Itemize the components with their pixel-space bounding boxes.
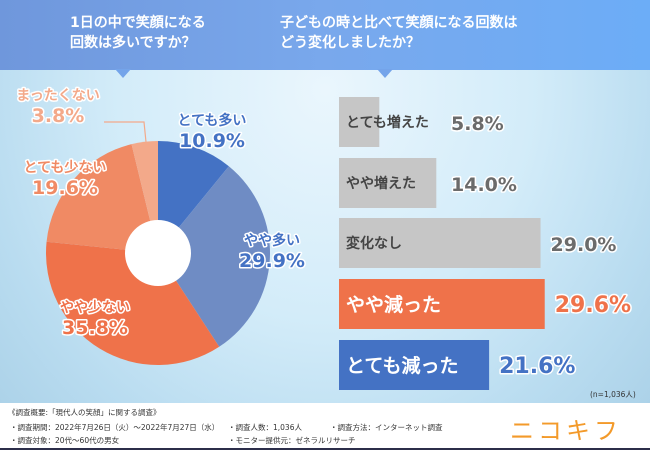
pie-value-label: 3.8% — [32, 105, 85, 127]
question-1-line: 回数は多いですか？ — [70, 35, 196, 51]
survey-method: ・調査方法：インターネット調査 — [330, 423, 443, 432]
bar-category-label: 変化なし — [346, 235, 402, 252]
pie-category-label: まったくない — [16, 88, 99, 104]
header-pointer — [115, 69, 131, 78]
pie-value-label: 19.6% — [32, 177, 98, 199]
bar-0 — [339, 97, 380, 147]
bar-category-label: とても増えた — [346, 114, 429, 131]
pie-slice-2 — [45, 241, 220, 366]
bar-3 — [339, 279, 545, 329]
pie-slice-3 — [46, 144, 158, 253]
logo: ニコキフ — [510, 417, 622, 445]
bar-value-label: 14.0% — [451, 174, 517, 196]
survey-provider: ・モニター提供元：ゼネラルリサーチ — [228, 436, 356, 445]
question-2: 子どもの時と比べて笑顔になる回数は どう変化しましたか？ — [280, 13, 517, 53]
survey-period: ・調査期間：2022年7月26日（火）～2022年7月27日（水） — [10, 423, 220, 432]
survey-title: 《調査概要:「現代人の笑顔」に関する調査》 — [8, 408, 161, 417]
bar-category-label: とても減った — [346, 354, 458, 377]
bar-category-label: やや減った — [346, 293, 441, 316]
bar-value-label: 21.6% — [499, 354, 575, 379]
bar-category-label: やや増えた — [346, 175, 416, 192]
pie-category-label: やや多い — [244, 232, 300, 249]
bar-4 — [339, 340, 490, 390]
pie-category-label: やや少ない — [60, 299, 130, 316]
pie-value-label: 29.9% — [239, 250, 305, 272]
bar-value-label: 5.8% — [451, 113, 504, 135]
bar-value-label: 29.6% — [555, 293, 631, 318]
pie-value-label: 35.8% — [62, 317, 128, 339]
pie-slice-1 — [158, 166, 270, 347]
pie-category-label: とても多い — [178, 112, 247, 129]
sample-size-note: (n=1,036人) — [590, 390, 636, 399]
survey-target: ・調査対象：20代～60代の男女 — [10, 436, 120, 445]
survey-count: ・調査人数：1,036人 — [228, 423, 302, 432]
pie-category-label: とても少ない — [24, 159, 107, 176]
bar-1 — [339, 158, 437, 208]
header-band — [0, 0, 650, 70]
question-2-line: 子どもの時と比べて笑顔になる回数は — [280, 15, 518, 31]
pie-slice-0 — [158, 141, 229, 253]
pie-value-label: 10.9% — [179, 130, 245, 152]
question-1-line: 1日の中で笑顔になる — [70, 15, 206, 31]
question-1: 1日の中で笑顔になる 回数は多いですか？ — [70, 13, 206, 53]
header-pointer — [377, 69, 393, 78]
bar-value-label: 29.0% — [551, 234, 617, 256]
donut-hole — [125, 220, 191, 286]
question-2-line: どう変化しましたか？ — [280, 35, 420, 51]
leader-line — [104, 121, 147, 143]
footer: 《調査概要:「現代人の笑顔」に関する調査》 ・調査期間：2022年7月26日（火… — [0, 403, 650, 450]
bar-2 — [339, 218, 541, 268]
